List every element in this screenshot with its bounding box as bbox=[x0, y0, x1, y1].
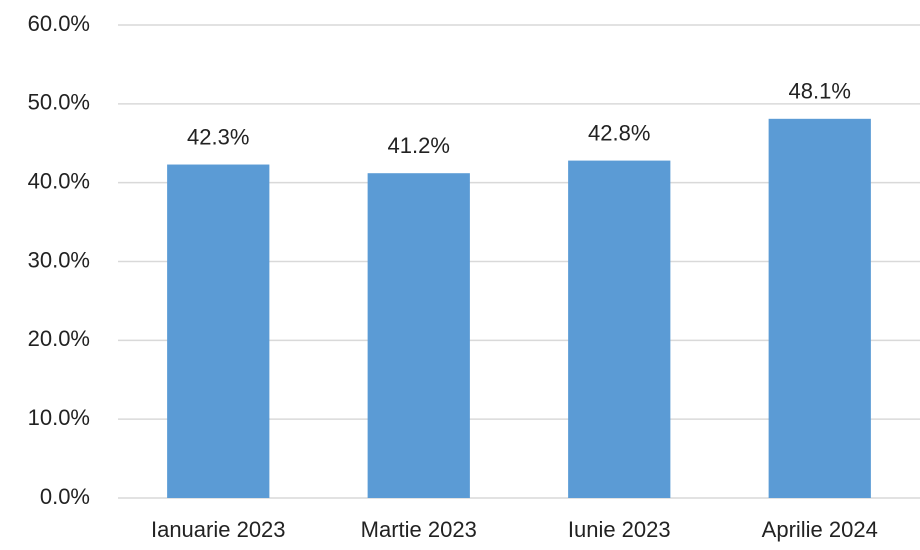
bar bbox=[167, 164, 270, 498]
bar bbox=[568, 160, 671, 499]
x-tick-label: Iunie 2023 bbox=[568, 517, 671, 542]
bar bbox=[367, 173, 470, 498]
value-label: 41.2% bbox=[388, 133, 450, 158]
x-tick-label: Ianuarie 2023 bbox=[151, 517, 286, 542]
y-tick-label: 0.0% bbox=[40, 484, 90, 509]
value-label: 48.1% bbox=[789, 79, 851, 104]
value-label: 42.8% bbox=[588, 120, 650, 145]
y-tick-label: 50.0% bbox=[28, 90, 90, 115]
bar bbox=[768, 118, 871, 498]
y-tick-label: 30.0% bbox=[28, 247, 90, 272]
y-tick-label: 40.0% bbox=[28, 168, 90, 193]
x-tick-label: Martie 2023 bbox=[361, 517, 477, 542]
x-tick-label: Aprilie 2024 bbox=[762, 517, 878, 542]
y-tick-label: 10.0% bbox=[28, 405, 90, 430]
y-tick-label: 60.0% bbox=[28, 11, 90, 36]
y-tick-label: 20.0% bbox=[28, 326, 90, 351]
value-label: 42.3% bbox=[187, 124, 249, 149]
